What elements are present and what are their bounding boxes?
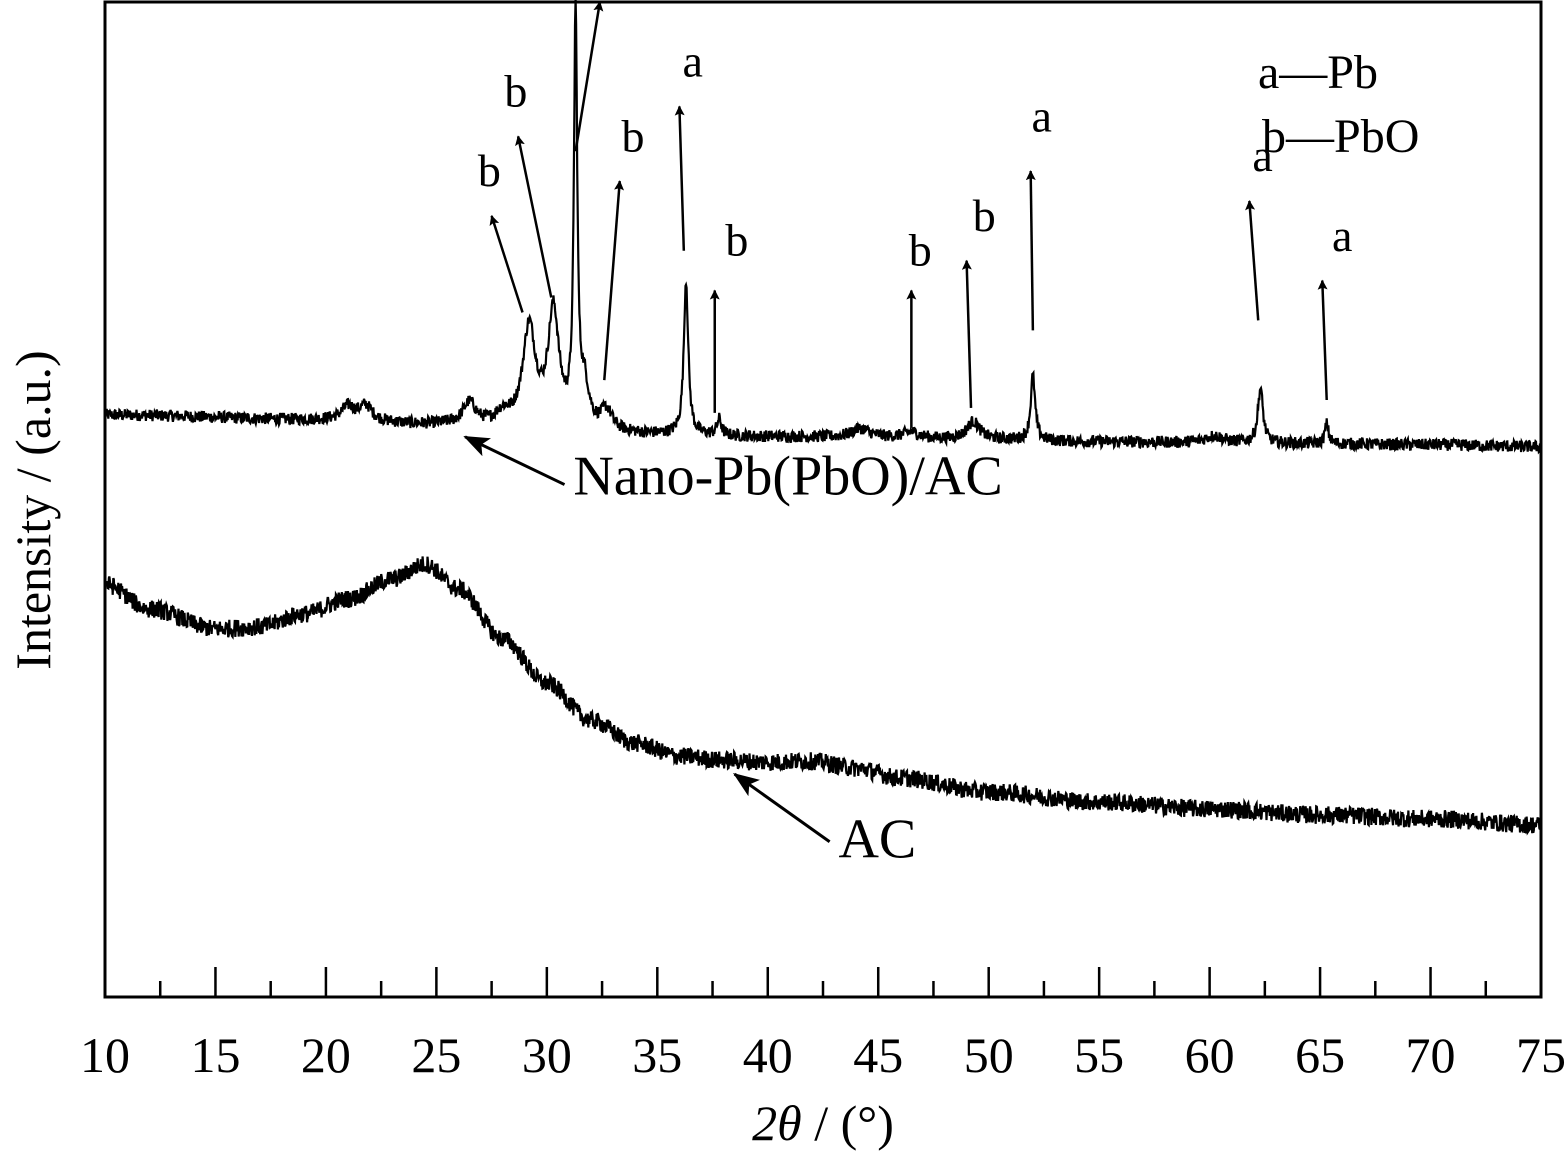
peak-arrow <box>1025 170 1036 331</box>
series-label: Nano-Pb(PbO)/AC <box>573 446 1002 508</box>
peak-arrow <box>515 135 553 298</box>
legend-entry-pb: a—Pb <box>1258 46 1378 99</box>
series-annotations: Nano-Pb(PbO)/AC AC <box>463 435 1003 871</box>
peak-label-b: b <box>478 145 501 196</box>
x-tick-label: 10 <box>80 1027 130 1083</box>
x-tick-label: 15 <box>190 1027 240 1083</box>
series-label: AC <box>838 809 916 871</box>
x-axis-tick-labels: 10 15 20 25 30 35 40 45 50 55 60 65 70 75 <box>80 1027 1566 1083</box>
x-tick-label: 60 <box>1185 1027 1235 1083</box>
x-tick-label: 50 <box>964 1027 1014 1083</box>
peak-label-b: b <box>973 190 996 241</box>
peak-arrow <box>489 214 524 313</box>
x-tick-label: 70 <box>1406 1027 1456 1083</box>
x-axis-title: 2θ / (°) <box>752 1095 894 1151</box>
peak-arrow <box>1245 200 1260 321</box>
peak-annotations: bbababbbaaa <box>478 1 1352 428</box>
legend-entry-pbo: b—PbO <box>1262 110 1419 163</box>
peak-label-a: a <box>1332 210 1352 261</box>
x-tick-label: 45 <box>853 1027 903 1083</box>
series-lines <box>103 0 1543 836</box>
peak-label-a: a <box>1252 130 1272 181</box>
x-tick-label: 20 <box>301 1027 351 1083</box>
series-label-arrow <box>463 435 566 486</box>
peak-label-b: b <box>622 110 645 161</box>
x-tick-label: 75 <box>1516 1027 1566 1083</box>
series-label-arrow <box>733 772 831 844</box>
peak-arrow <box>674 105 686 251</box>
x-tick-label: 40 <box>743 1027 793 1083</box>
peak-arrow <box>603 180 625 381</box>
peak-arrow <box>574 1 604 152</box>
peak-label-a: a <box>682 36 702 87</box>
y-axis-title: Intensity / (a.u.) <box>5 350 61 669</box>
x-tick-label: 25 <box>411 1027 461 1083</box>
x-tick-label: 55 <box>1074 1027 1124 1083</box>
x-tick-label: 30 <box>522 1027 572 1083</box>
x-tick-label: 35 <box>632 1027 682 1083</box>
series-nano-pb-pbo-ac <box>103 0 1543 455</box>
legend: a—Pb b—PbO <box>1258 46 1419 163</box>
peak-arrow <box>1317 279 1328 401</box>
x-axis-ticks <box>103 967 1543 997</box>
peak-label-a: a <box>1032 90 1052 141</box>
peak-label-b: b <box>909 225 932 276</box>
series-ac <box>103 556 1543 836</box>
peak-arrow <box>961 259 973 408</box>
peak-label-b: b <box>504 65 527 116</box>
x-tick-label: 65 <box>1295 1027 1345 1083</box>
peak-label-b: b <box>725 215 748 266</box>
